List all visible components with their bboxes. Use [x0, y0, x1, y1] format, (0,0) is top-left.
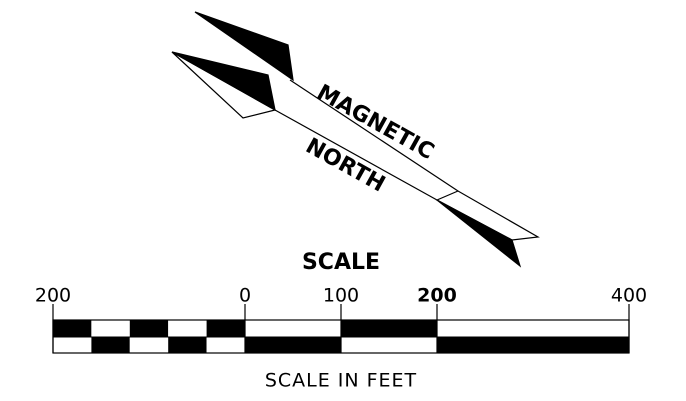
arrow-shaft: [274, 109, 438, 201]
scale-block: [168, 337, 207, 353]
scale-segment: [437, 337, 629, 353]
scale-block: [206, 320, 245, 337]
scale-block: [129, 337, 169, 353]
arrow-shaft: [289, 79, 459, 192]
scale-block: [206, 337, 245, 353]
scale-segment: [341, 337, 437, 353]
scale-tick-label: 100: [323, 285, 359, 307]
scale-segment: [341, 320, 437, 337]
arrow-head-fill: [436, 199, 522, 268]
scale-bar: 200 0 100 200 400: [35, 285, 647, 354]
scale-segment: [437, 320, 629, 337]
scale-units: SCALE IN FEET: [265, 370, 417, 392]
scale-tick-label: 200: [417, 285, 457, 307]
arrow-fin: [171, 51, 276, 112]
scale-block: [168, 320, 207, 337]
scale-tick-label: 0: [239, 285, 251, 307]
arrow-fin: [194, 11, 294, 82]
scale-tick-label: 200: [35, 285, 71, 307]
scale-segment: [245, 337, 341, 353]
scale-segment: [245, 320, 341, 337]
scale-tick-label: 400: [611, 285, 647, 307]
scale-block: [53, 320, 92, 337]
scale-title: SCALE: [302, 250, 380, 275]
scale-block: [91, 337, 130, 353]
scale-block: [91, 320, 130, 337]
north-arrow: MAGNETIC NORTH: [171, 11, 540, 268]
scale-block: [129, 320, 169, 337]
scale-block: [53, 337, 92, 353]
